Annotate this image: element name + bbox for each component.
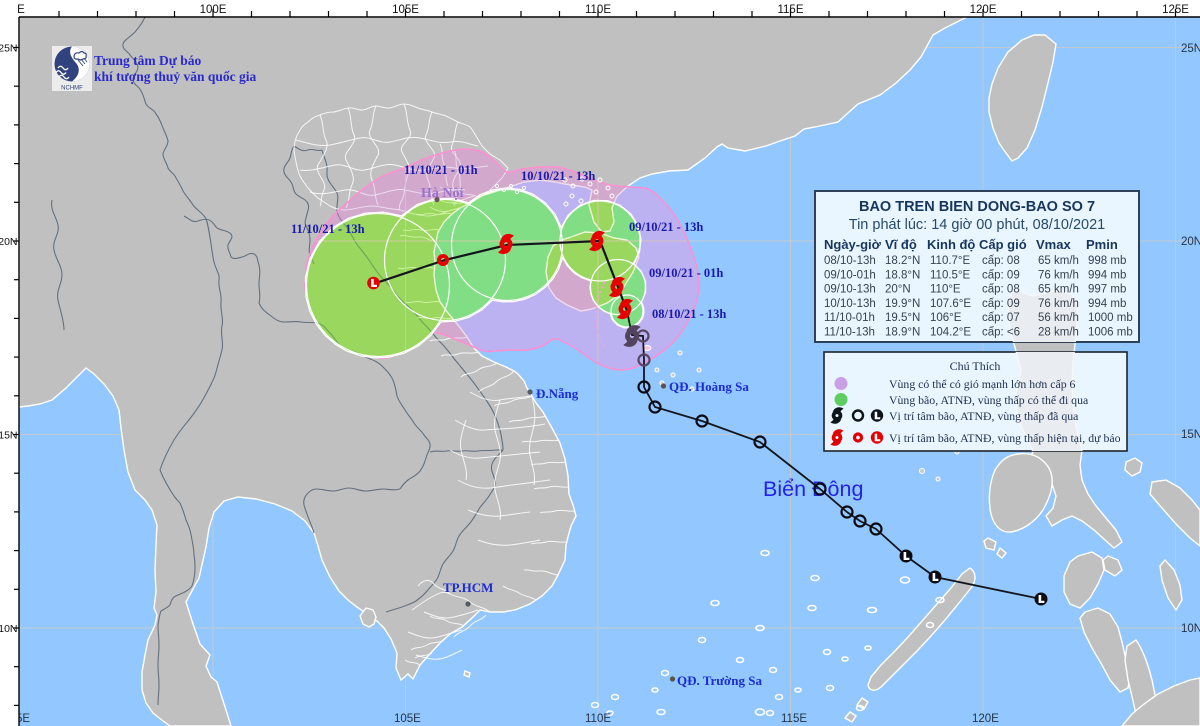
svg-text:110.5°E: 110.5°E [930, 269, 971, 281]
svg-text:Biển Đông: Biển Đông [763, 477, 863, 501]
svg-text:10N: 10N [0, 623, 18, 635]
svg-text:15N: 15N [0, 430, 18, 442]
svg-text:125E: 125E [1162, 4, 1189, 16]
svg-text:Vị trí tâm bão, ATNĐ, vùng thấ: Vị trí tâm bão, ATNĐ, vùng thấp hiện tại… [889, 431, 1121, 445]
svg-text:105E: 105E [394, 713, 421, 725]
svg-text:120E: 120E [972, 713, 999, 725]
svg-text:65 km/h: 65 km/h [1038, 284, 1079, 296]
svg-text:09/10/21 - 13h: 09/10/21 - 13h [629, 220, 703, 234]
svg-text:110E: 110E [585, 713, 611, 725]
svg-text:1000 mb: 1000 mb [1088, 312, 1133, 324]
svg-text:998 mb: 998 mb [1088, 255, 1126, 267]
svg-text:Đ.Nẵng: Đ.Nẵng [536, 386, 579, 401]
svg-text:cấp: 07: cấp: 07 [982, 312, 1020, 324]
svg-text:Chú Thích: Chú Thích [950, 359, 1001, 373]
svg-text:115E: 115E [781, 713, 807, 725]
svg-text:Pmin: Pmin [1086, 237, 1118, 252]
svg-text:76 km/h: 76 km/h [1038, 298, 1079, 310]
svg-text:Vị trí tâm bão, ATNĐ, vùng thấ: Vị trí tâm bão, ATNĐ, vùng thấp đã qua [889, 409, 1079, 423]
svg-text:cấp: 09: cấp: 09 [982, 269, 1020, 281]
svg-text:115E: 115E [777, 4, 803, 16]
svg-text:E: E [17, 4, 25, 16]
svg-text:106°E: 106°E [930, 312, 962, 324]
svg-text:997 mb: 997 mb [1088, 284, 1126, 296]
svg-text:Vmax: Vmax [1036, 237, 1071, 252]
svg-text:Vùng có thể có gió mạnh lớn hơ: Vùng có thể có gió mạnh lớn hơn cấp 6 [889, 377, 1076, 391]
svg-text:110°E: 110°E [930, 284, 961, 296]
svg-text:20N: 20N [1181, 236, 1200, 248]
svg-text:5E: 5E [16, 713, 30, 725]
svg-text:cấp: <6: cấp: <6 [982, 327, 1020, 339]
svg-text:11/10/21 - 01h: 11/10/21 - 01h [404, 163, 478, 177]
svg-text:19.9°N: 19.9°N [885, 298, 920, 310]
svg-text:25N: 25N [1181, 43, 1200, 55]
svg-text:Cấp gió: Cấp gió [979, 237, 1027, 252]
svg-text:khí tượng thuỷ văn quốc gia: khí tượng thuỷ văn quốc gia [94, 69, 257, 84]
svg-text:09/10/21 - 01h: 09/10/21 - 01h [649, 266, 723, 280]
svg-text:Kinh độ: Kinh độ [927, 237, 975, 252]
svg-text:QĐ. Trường Sa: QĐ. Trường Sa [677, 673, 762, 688]
svg-text:BAO TREN BIEN DONG-BAO SO 7: BAO TREN BIEN DONG-BAO SO 7 [859, 199, 1095, 215]
svg-text:994 mb: 994 mb [1088, 269, 1126, 281]
svg-text:11/10-01h: 11/10-01h [824, 312, 875, 324]
svg-text:08/10/21 - 13h: 08/10/21 - 13h [652, 307, 726, 321]
svg-text:10/10/21 - 13h: 10/10/21 - 13h [521, 169, 595, 183]
svg-text:cấp: 08: cấp: 08 [982, 284, 1020, 296]
svg-text:11/10/21 - 13h: 11/10/21 - 13h [291, 222, 365, 236]
svg-text:107.6°E: 107.6°E [930, 298, 971, 310]
svg-text:65 km/h: 65 km/h [1038, 255, 1079, 267]
svg-text:110.7°E: 110.7°E [930, 255, 971, 267]
svg-text:19.5°N: 19.5°N [885, 312, 920, 324]
svg-text:10/10-13h: 10/10-13h [824, 298, 876, 310]
svg-text:10N: 10N [1181, 623, 1200, 635]
svg-text:120E: 120E [970, 4, 997, 16]
svg-text:994 mb: 994 mb [1088, 298, 1126, 310]
svg-text:18.2°N: 18.2°N [885, 255, 920, 267]
svg-text:56 km/h: 56 km/h [1038, 312, 1079, 324]
svg-text:11/10-13h: 11/10-13h [824, 327, 875, 339]
svg-text:Vùng bão, ATNĐ, vùng thấp có t: Vùng bão, ATNĐ, vùng thấp có thể đi qua [889, 393, 1089, 407]
svg-text:28 km/h: 28 km/h [1038, 327, 1079, 339]
svg-text:TP.HCM: TP.HCM [443, 580, 493, 595]
svg-text:Vĩ độ: Vĩ độ [885, 237, 917, 252]
svg-text:105E: 105E [392, 4, 419, 16]
svg-text:09/10-01h: 09/10-01h [824, 269, 876, 281]
svg-text:Trung tâm Dự báo: Trung tâm Dự báo [94, 53, 201, 68]
svg-text:Tin phát lúc: 14 giờ 00 phút,: Tin phát lúc: 14 giờ 00 phút, 08/10/2021 [849, 217, 1105, 233]
svg-text:cấp: 08: cấp: 08 [982, 255, 1020, 267]
svg-text:20N: 20N [0, 236, 18, 248]
svg-text:Ngày-giờ: Ngày-giờ [824, 237, 882, 252]
svg-text:76 km/h: 76 km/h [1038, 269, 1079, 281]
svg-text:Hà Nội: Hà Nội [421, 186, 464, 201]
svg-text:18.8°N: 18.8°N [885, 269, 920, 281]
svg-text:25N: 25N [0, 43, 18, 55]
svg-text:09/10-13h: 09/10-13h [824, 284, 876, 296]
svg-text:104.2°E: 104.2°E [930, 327, 971, 339]
svg-text:18.9°N: 18.9°N [885, 327, 920, 339]
svg-text:20°N: 20°N [885, 284, 911, 296]
svg-text:100E: 100E [200, 4, 227, 16]
svg-text:1006 mb: 1006 mb [1088, 327, 1133, 339]
svg-text:NCHMF: NCHMF [61, 86, 83, 92]
svg-text:08/10-13h: 08/10-13h [824, 255, 876, 267]
svg-text:cấp: 09: cấp: 09 [982, 298, 1020, 310]
svg-text:110E: 110E [585, 4, 611, 16]
svg-text:QĐ. Hoàng Sa: QĐ. Hoàng Sa [669, 379, 749, 394]
svg-text:15N: 15N [1181, 429, 1200, 441]
